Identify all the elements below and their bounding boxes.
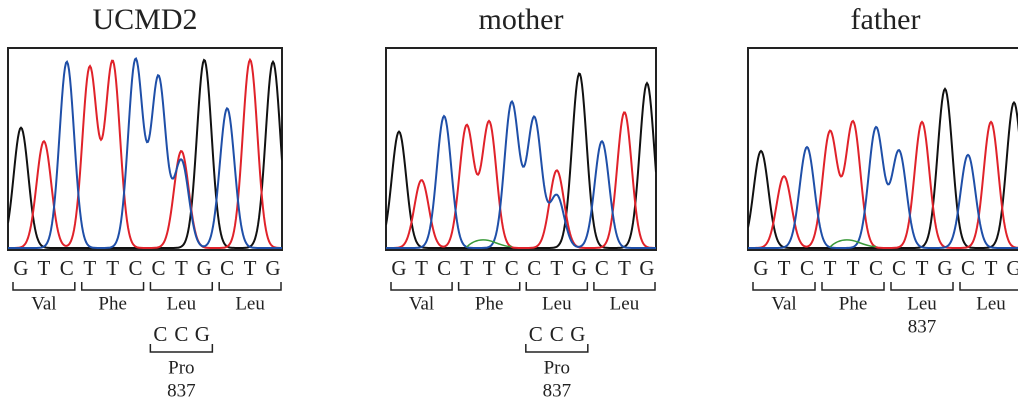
- base-letter: T: [916, 256, 929, 280]
- base-letter: T: [985, 256, 998, 280]
- codon-label: Leu: [542, 293, 572, 314]
- base-letter: C: [961, 256, 975, 280]
- mutant-base: C: [153, 322, 167, 346]
- base-letter: C: [800, 256, 814, 280]
- base-letter: T: [618, 256, 631, 280]
- base-letter: T: [778, 256, 791, 280]
- position: 837: [543, 380, 572, 401]
- base-letter: C: [60, 256, 74, 280]
- base-letter: G: [937, 256, 952, 280]
- bracket: [82, 282, 144, 290]
- panel-title: father: [851, 3, 921, 36]
- base-letter: T: [175, 256, 188, 280]
- base-letter: G: [572, 256, 587, 280]
- codon-label: Leu: [976, 293, 1006, 314]
- base-letter: G: [1006, 256, 1018, 280]
- traces: [386, 74, 656, 248]
- bracket: [891, 282, 953, 290]
- codon-label: Leu: [610, 293, 640, 314]
- codon-label: Val: [31, 293, 56, 314]
- bracket: [219, 282, 281, 290]
- base-letter: C: [505, 256, 519, 280]
- bracket: [960, 282, 1018, 290]
- codon-label: Val: [771, 293, 796, 314]
- base-letter: C: [129, 256, 143, 280]
- mutant-base: C: [174, 322, 188, 346]
- mutant-base: G: [195, 322, 210, 346]
- base-letter: G: [13, 256, 28, 280]
- traces: [8, 59, 282, 248]
- codon-label: Phe: [98, 293, 127, 314]
- chromatogram-frame: [386, 48, 656, 250]
- base-letter: G: [265, 256, 280, 280]
- codon-label: Leu: [235, 293, 265, 314]
- mutant-amino-acid: Pro: [544, 357, 570, 378]
- codon-label: Val: [409, 293, 434, 314]
- base-letter: G: [639, 256, 654, 280]
- base-letter: T: [244, 256, 257, 280]
- bracket: [526, 282, 587, 290]
- position: 837: [908, 316, 937, 337]
- bracket: [753, 282, 815, 290]
- base-letter: C: [437, 256, 451, 280]
- bracket: [150, 282, 212, 290]
- codon-label: Phe: [839, 293, 868, 314]
- base-letter: C: [527, 256, 541, 280]
- base-letter: G: [753, 256, 768, 280]
- codon-label: Leu: [907, 293, 937, 314]
- bracket: [822, 282, 884, 290]
- base-letter: C: [892, 256, 906, 280]
- figure: UCMD2GTCTTCCTGCTGValPheLeuLeuCCGPro837mo…: [0, 0, 1018, 407]
- mutant-base: C: [550, 322, 564, 346]
- bracket: [459, 282, 520, 290]
- mutant-base: G: [570, 322, 585, 346]
- base-letter: T: [847, 256, 860, 280]
- bracket: [594, 282, 655, 290]
- base-letter: C: [869, 256, 883, 280]
- trace: [830, 240, 876, 247]
- base-letter: T: [483, 256, 496, 280]
- base-letter: T: [460, 256, 473, 280]
- base-letter: T: [824, 256, 837, 280]
- base-letter: C: [151, 256, 165, 280]
- base-letter: T: [415, 256, 428, 280]
- mutant-base: C: [529, 322, 543, 346]
- base-letter: T: [106, 256, 119, 280]
- mutant-amino-acid: Pro: [168, 357, 194, 378]
- panel-title: UCMD2: [92, 3, 197, 36]
- base-letter: T: [550, 256, 563, 280]
- base-letter: G: [391, 256, 406, 280]
- base-letter: C: [595, 256, 609, 280]
- codon-label: Phe: [475, 293, 504, 314]
- bracket: [13, 282, 75, 290]
- bracket: [391, 282, 452, 290]
- position: 837: [167, 380, 196, 401]
- trace: [748, 121, 1018, 248]
- base-letter: T: [37, 256, 50, 280]
- panel-title: mother: [479, 3, 564, 36]
- traces: [748, 89, 1018, 248]
- base-letter: C: [220, 256, 234, 280]
- codon-label: Leu: [167, 293, 197, 314]
- base-letter: T: [83, 256, 96, 280]
- base-letter: G: [197, 256, 212, 280]
